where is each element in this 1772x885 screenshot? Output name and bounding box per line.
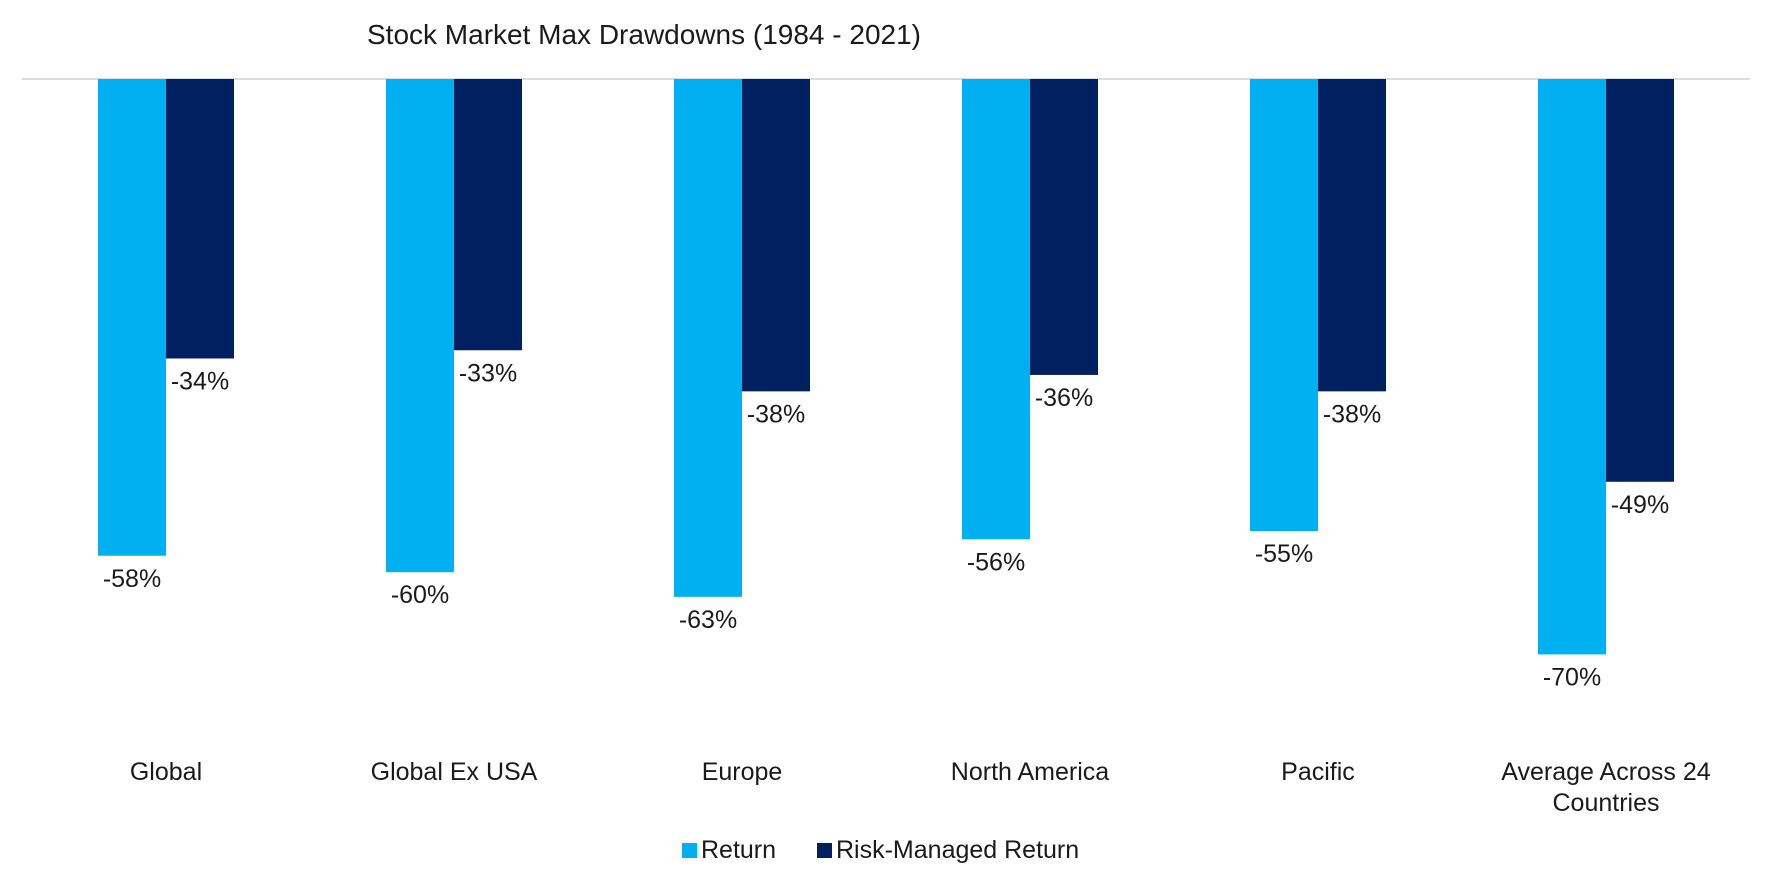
category-label-1: Global Ex USA [371,758,538,786]
bar-risk-managed-3 [1030,79,1098,375]
chart-title: Stock Market Max Drawdowns (1984 - 2021) [367,19,921,50]
data-label-return-2: -63% [679,606,737,634]
bar-return-3 [962,79,1030,540]
bar-risk-managed-1 [454,79,522,351]
category-label-2: Europe [702,758,783,786]
data-label-return-3: -56% [967,548,1025,576]
bar-risk-managed-4 [1318,79,1386,392]
legend: Return Risk-Managed Return [682,836,1079,864]
category-label-4: Pacific [1281,758,1355,786]
bar-return-5 [1538,79,1606,655]
bar-return-0 [98,79,166,556]
data-label-return-1: -60% [391,581,449,609]
data-label-return-0: -58% [103,565,161,593]
category-label-3: North America [951,758,1109,786]
bar-return-4 [1250,79,1318,532]
legend-label-return: Return [701,836,776,864]
bar-return-2 [674,79,742,597]
category-label-5-line-1: Countries [1553,789,1660,817]
data-label-risk-managed-2: -38% [747,400,805,428]
data-label-risk-managed-4: -38% [1323,400,1381,428]
bars-group [98,79,1674,655]
data-label-risk-managed-3: -36% [1035,384,1093,412]
data-label-return-4: -55% [1255,540,1313,568]
data-label-risk-managed-5: -49% [1611,491,1669,519]
data-labels-group: -58% -34% -60% -33% -63% -38% -56% -36% -55% -38%… [103,359,1669,691]
category-label-5-line-0: Average Across 24 [1501,758,1710,786]
data-label-return-5: -70% [1543,663,1601,691]
legend-swatch-risk-managed [817,843,832,858]
bar-risk-managed-2 [742,79,810,392]
category-label-0: Global [130,758,202,786]
data-label-risk-managed-1: -33% [459,359,517,387]
bar-risk-managed-5 [1606,79,1674,482]
data-label-risk-managed-0: -34% [171,367,229,395]
legend-swatch-return [682,843,697,858]
bar-risk-managed-0 [166,79,234,359]
category-labels-group: Global Global Ex USA Europe North America Pa… [130,758,1711,817]
bar-return-1 [386,79,454,573]
legend-label-risk-managed: Risk-Managed Return [836,836,1079,864]
